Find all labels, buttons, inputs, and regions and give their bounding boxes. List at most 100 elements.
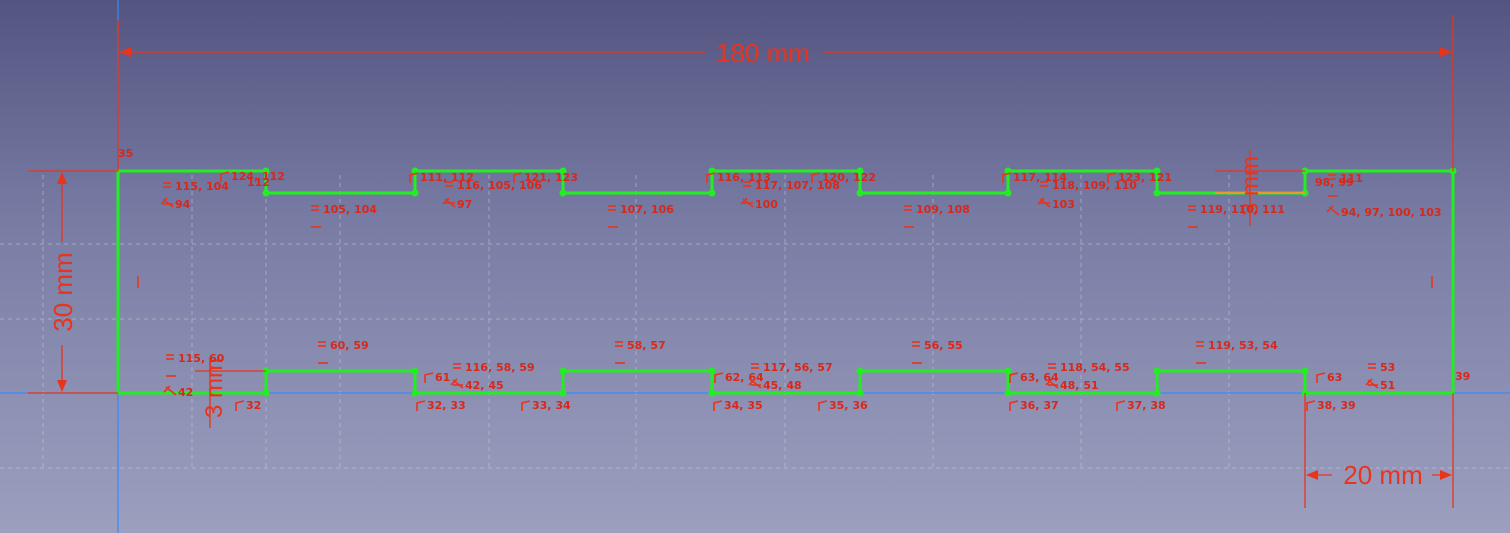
constraint-label[interactable]: 119, 53, 54 [1208,339,1278,352]
constraint-label[interactable]: 34, 35 [724,399,763,412]
constraint-label[interactable]: 121, 123 [524,171,578,184]
constraint-label[interactable]: 107, 106 [620,203,674,216]
constraint-label[interactable]: 39 [1455,370,1470,383]
constraint-symbol[interactable] [818,400,828,411]
dimension-slot-depth-left[interactable]: 3 mm [195,357,266,428]
constraint-label[interactable]: 45, 48 [763,379,802,392]
constraint-symbol[interactable] [714,372,724,383]
constraint-label[interactable]: 32 [246,399,261,412]
constraint-label[interactable]: 118, 109, 110 [1052,179,1137,192]
constraint-symbol[interactable] [1045,378,1059,389]
constraint-symbol[interactable] [748,378,762,389]
constraint-label[interactable]: 116, 113 [717,171,771,184]
constraint-label[interactable]: 120, 122 [822,171,876,184]
constraint-label[interactable]: 37, 38 [1127,399,1166,412]
constraint-symbol[interactable] [811,172,821,183]
constraint-symbol[interactable] [1002,172,1012,183]
dimension-slot-depth-right[interactable]: 3 mm [1215,150,1305,226]
constraint-symbol[interactable] [1009,372,1019,383]
constraint-symbol[interactable] [1009,400,1019,411]
constraint-symbol[interactable] [912,341,922,364]
constraint-label[interactable]: 42, 45 [465,379,504,392]
constraint-symbol[interactable] [442,197,456,208]
constraint-symbol[interactable] [166,354,176,377]
constraint-symbol[interactable] [1107,172,1117,183]
constraint-label[interactable]: 48, 51 [1060,379,1099,392]
constraint-label[interactable]: 118, 54, 55 [1060,361,1130,374]
constraint-symbol[interactable] [713,400,723,411]
constraint-label[interactable]: 116, 58, 59 [465,361,535,374]
constraint-label[interactable]: 53 [1380,361,1395,374]
dimension-height-label[interactable]: 30 mm [48,252,78,331]
constraint-label[interactable]: 38, 39 [1317,399,1356,412]
constraint-label[interactable]: 58, 57 [627,339,666,352]
constraint-symbol[interactable] [163,385,177,396]
dimension-overall-width-label[interactable]: 180 mm [716,38,810,68]
sketch-vertices[interactable] [262,167,1457,397]
constraint-label[interactable]: 42 [178,386,193,399]
constraint-label[interactable]: 51 [1380,379,1395,392]
constraint-symbol[interactable] [1196,341,1206,364]
constraint-symbol[interactable] [513,172,523,183]
constraint-label[interactable]: 115, 60 [178,352,225,365]
constraint-label[interactable]: 123, 121 [1118,171,1172,184]
constraint-label[interactable]: 62, 64 [725,371,764,384]
constraint-label[interactable]: 36, 37 [1020,399,1059,412]
constraint-symbol[interactable] [706,172,716,183]
constraint-label[interactable]: 61 [435,371,450,384]
constraint-label[interactable]: 35, 36 [829,399,868,412]
dimension-tab-width-label[interactable]: 20 mm [1343,460,1422,490]
constraint-symbol[interactable] [1116,400,1126,411]
dimension-tab-width[interactable]: 20 mm [1304,393,1454,508]
constraint-label[interactable]: 35 [118,147,133,160]
constraint-symbol[interactable] [235,400,245,411]
constraint-symbol[interactable] [521,400,531,411]
constraint-label[interactable]: 105, 104 [323,203,377,216]
constraint-symbol[interactable] [1365,378,1379,389]
constraint-symbol[interactable] [318,341,328,364]
constraint-symbol[interactable] [409,172,419,183]
constraint-label[interactable]: 103 [1052,198,1075,211]
dimension-overall-width[interactable]: 180 mm [117,15,1454,171]
constraint-symbol[interactable] [1306,400,1316,411]
constraint-symbol[interactable] [1188,205,1198,228]
constraint-label[interactable]: 111 [1340,172,1363,185]
constraint-symbol[interactable] [740,197,754,208]
constraint-symbol[interactable] [424,372,434,383]
constraint-symbol[interactable] [160,197,174,208]
dimension-slot-depth-left-label[interactable]: 3 mm [201,358,228,418]
constraint-label[interactable]: 97 [457,198,472,211]
constraint-label[interactable]: 63, 64 [1020,371,1059,384]
constraint-label[interactable]: 100 [755,198,778,211]
constraint-symbol[interactable] [615,341,625,364]
constraint-symbol[interactable] [904,205,914,228]
dimension-slot-depth-right-label[interactable]: 3 mm [1237,156,1264,216]
constraint-symbol[interactable] [1316,372,1326,383]
constraint-symbol[interactable] [220,171,230,182]
constraint-label[interactable]: 117, 56, 57 [763,361,833,374]
constraint-label[interactable]: 63 [1327,371,1342,384]
constraint-symbol[interactable] [1326,205,1340,216]
dimension-height[interactable]: 30 mm [28,170,118,394]
constraint-label[interactable]: 98, 99 [1315,176,1354,189]
constraint-label[interactable]: 60, 59 [330,339,369,352]
constraint-label[interactable]: 56, 55 [924,339,963,352]
constraint-label[interactable]: 33, 34 [532,399,571,412]
constraint-label[interactable]: 115, 104 [175,180,229,193]
constraint-label[interactable]: 117, 107, 108 [755,179,840,192]
constraint-label[interactable]: 117, 114 [1013,171,1067,184]
constraint-symbol[interactable] [608,205,618,228]
constraint-label[interactable]: 111, 112 [420,171,474,184]
constraint-symbol[interactable] [1037,197,1051,208]
constraint-symbol[interactable] [311,205,321,228]
constraint-symbol[interactable] [1328,174,1338,197]
constraint-label[interactable]: 94 [175,198,191,211]
constraint-label[interactable]: 32, 33 [427,399,466,412]
constraint-label[interactable]: 112 [247,176,270,189]
constraint-label[interactable]: 119, 110, 111 [1200,203,1285,216]
constraint-symbol[interactable] [450,378,464,389]
constraint-symbol[interactable] [416,400,426,411]
constraint-label[interactable]: 116, 105, 106 [457,179,542,192]
